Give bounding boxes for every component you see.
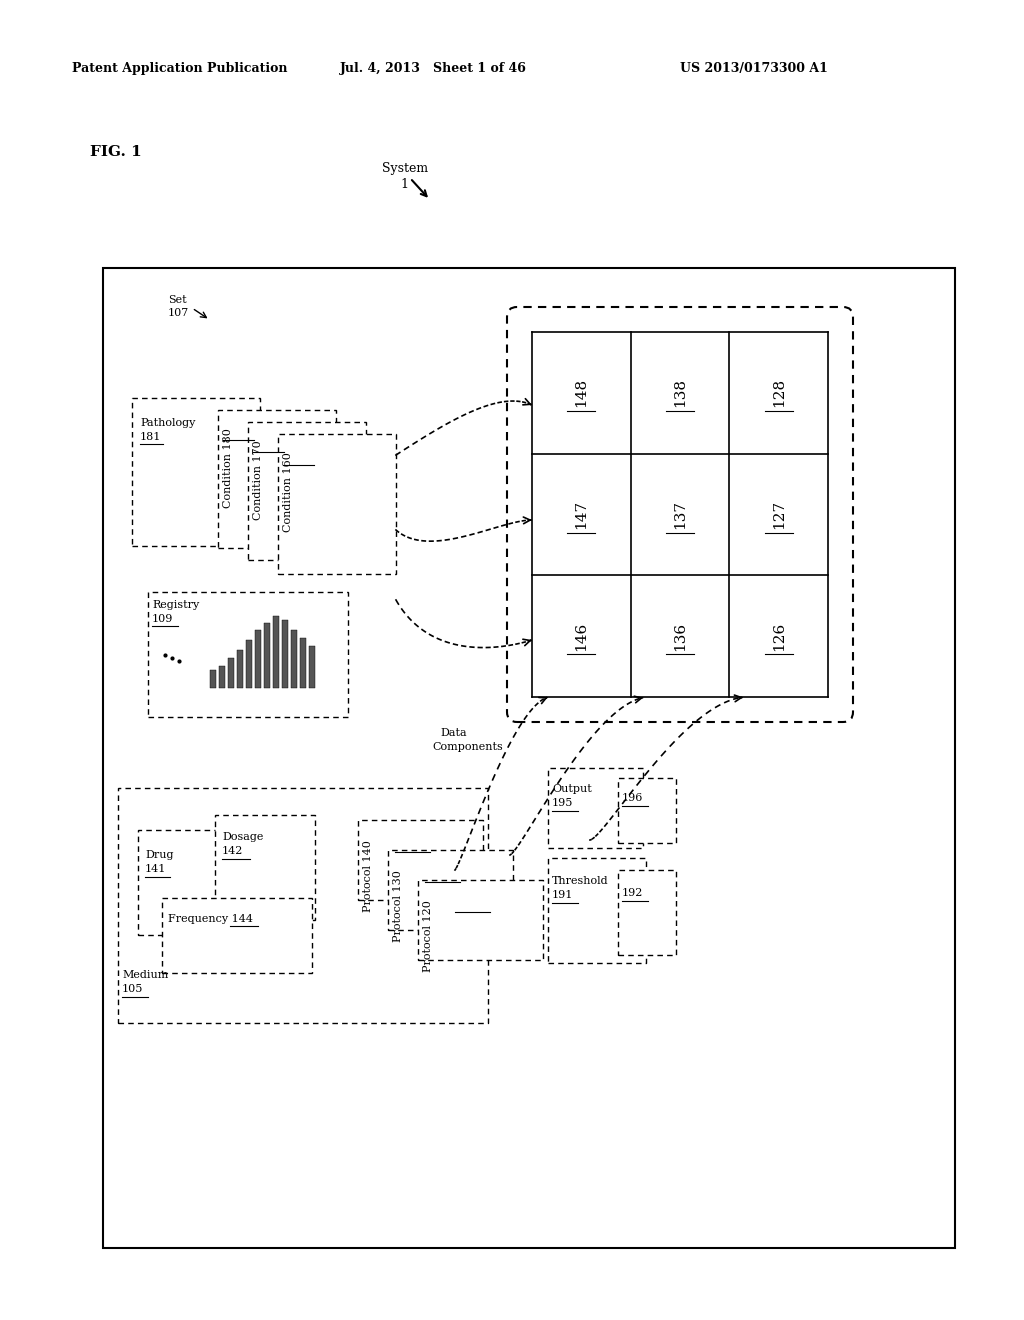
Text: System: System (382, 162, 428, 176)
Bar (228, 657, 234, 688)
Text: US 2013/0173300 A1: US 2013/0173300 A1 (680, 62, 827, 75)
Text: 1: 1 (400, 178, 408, 191)
Text: Medium: Medium (122, 970, 168, 979)
Bar (618, 870, 676, 954)
Text: Condition 160: Condition 160 (283, 451, 293, 532)
Bar (618, 777, 676, 843)
Text: 191: 191 (552, 890, 573, 900)
Bar (218, 411, 336, 548)
Bar (282, 620, 288, 688)
Bar (248, 422, 366, 560)
Bar (388, 850, 513, 931)
Bar (148, 591, 348, 717)
Bar (138, 830, 238, 935)
Text: 181: 181 (140, 432, 162, 442)
Text: Set: Set (168, 294, 186, 305)
Text: 148: 148 (574, 379, 589, 408)
Text: 127: 127 (772, 500, 785, 529)
Bar (215, 814, 315, 920)
Bar (273, 616, 279, 688)
Bar (237, 649, 243, 688)
Text: 107: 107 (168, 308, 189, 318)
Text: Frequency 144: Frequency 144 (168, 913, 253, 924)
Text: Threshold: Threshold (552, 876, 608, 886)
Text: 137: 137 (673, 500, 687, 529)
Text: FIG. 1: FIG. 1 (90, 145, 141, 158)
Bar (278, 434, 396, 574)
Bar (103, 268, 955, 1247)
Text: Dosage: Dosage (222, 832, 263, 842)
Bar (264, 623, 270, 688)
Bar (132, 399, 260, 546)
Text: 192: 192 (622, 888, 643, 898)
Text: Protocol 120: Protocol 120 (423, 900, 433, 972)
Text: 146: 146 (574, 622, 589, 651)
Text: Drug: Drug (145, 850, 173, 861)
Bar (219, 667, 225, 688)
Text: Jul. 4, 2013   Sheet 1 of 46: Jul. 4, 2013 Sheet 1 of 46 (340, 62, 527, 75)
Text: Data: Data (440, 729, 467, 738)
Bar (210, 671, 216, 688)
Bar (548, 768, 643, 847)
Text: Condition 180: Condition 180 (223, 428, 233, 508)
Text: 136: 136 (673, 622, 687, 651)
Text: 196: 196 (622, 793, 643, 803)
Text: Pathology: Pathology (140, 418, 196, 428)
Bar (255, 630, 261, 688)
Text: Registry: Registry (152, 601, 200, 610)
Text: 142: 142 (222, 846, 244, 855)
Bar (246, 640, 252, 688)
Bar (548, 858, 646, 964)
Text: 147: 147 (574, 500, 589, 529)
Text: Components: Components (432, 742, 503, 752)
Text: 109: 109 (152, 614, 173, 624)
Bar (309, 645, 315, 688)
Text: 128: 128 (772, 379, 785, 408)
Text: Condition 170: Condition 170 (253, 440, 263, 520)
Text: Patent Application Publication: Patent Application Publication (72, 62, 288, 75)
Bar (300, 638, 306, 688)
Text: Output: Output (552, 784, 592, 795)
Text: 138: 138 (673, 379, 687, 408)
Bar (418, 880, 543, 960)
Text: 126: 126 (772, 622, 785, 651)
FancyBboxPatch shape (507, 308, 853, 722)
Bar (291, 630, 297, 688)
Bar (118, 788, 488, 1023)
Text: 105: 105 (122, 983, 143, 994)
Bar (358, 820, 483, 900)
Text: 195: 195 (552, 799, 573, 808)
Text: Protocol 130: Protocol 130 (393, 870, 403, 942)
Bar (162, 898, 312, 973)
Text: Protocol 140: Protocol 140 (362, 840, 373, 912)
Text: 141: 141 (145, 865, 166, 874)
